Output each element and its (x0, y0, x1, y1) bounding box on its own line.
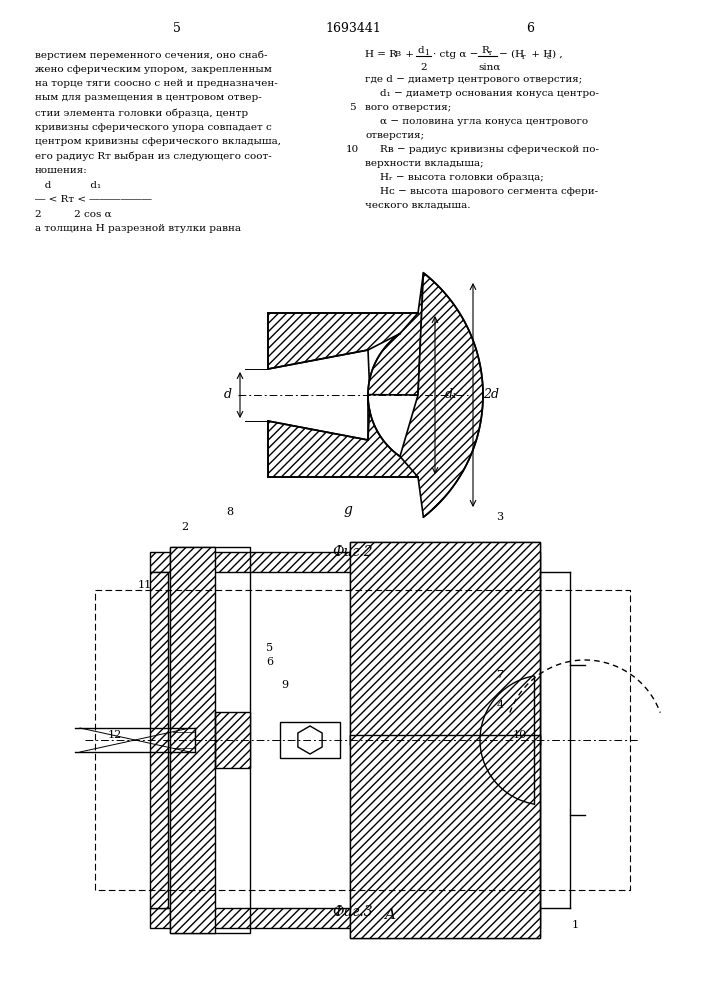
Polygon shape (170, 547, 250, 933)
Text: α − половина угла конуса центрового: α − половина угла конуса центрового (380, 117, 588, 126)
Text: + H: + H (528, 50, 552, 59)
Text: +: + (402, 50, 417, 59)
Text: т: т (488, 49, 492, 57)
Text: ческого вкладыша.: ческого вкладыша. (365, 201, 470, 210)
Bar (173, 720, 195, 760)
Text: R: R (481, 46, 489, 55)
Text: ным для размещения в центровом отвер-: ным для размещения в центровом отвер- (35, 94, 262, 103)
Text: ― < Rт < ――――――: ― < Rт < ―――――― (35, 195, 151, 204)
Text: 10: 10 (346, 145, 358, 154)
Text: r: r (522, 53, 525, 61)
Text: верхности вкладыша;: верхности вкладыша; (365, 159, 484, 168)
Polygon shape (268, 273, 423, 395)
Text: 5: 5 (173, 22, 181, 35)
Text: Hᴄ − высота шарового сегмента сфери-: Hᴄ − высота шарового сегмента сфери- (380, 187, 598, 196)
Polygon shape (268, 273, 483, 517)
Text: d₁ − диаметр основания конуса центро-: d₁ − диаметр основания конуса центро- (380, 89, 599, 98)
Text: Фиг.3: Фиг.3 (333, 905, 373, 919)
Bar (350, 735, 540, 938)
Text: 1: 1 (424, 49, 429, 57)
Polygon shape (150, 552, 540, 572)
Text: 12: 12 (108, 730, 122, 740)
Text: верстием переменного сечения, оно снаб-: верстием переменного сечения, оно снаб- (35, 50, 267, 60)
Text: Фиг.2: Фиг.2 (333, 545, 373, 559)
Text: 5: 5 (267, 643, 274, 653)
Bar (280, 722, 340, 758)
Text: d₁: d₁ (445, 388, 458, 401)
Text: 11: 11 (138, 580, 152, 590)
Text: 9: 9 (281, 680, 288, 690)
Text: 2: 2 (182, 522, 189, 532)
Text: c: c (547, 53, 551, 61)
Text: 4: 4 (496, 700, 503, 710)
Text: d: d (224, 388, 232, 401)
Text: 2: 2 (420, 63, 426, 72)
Text: ношения:: ношения: (35, 166, 88, 175)
Text: 1: 1 (571, 920, 578, 930)
Text: а толщина Н разрезной втулки равна: а толщина Н разрезной втулки равна (35, 224, 241, 233)
Polygon shape (350, 542, 540, 745)
Text: ) ,: ) , (552, 50, 563, 59)
Text: Rв − радиус кривизны сферической по-: Rв − радиус кривизны сферической по- (380, 145, 599, 154)
Polygon shape (350, 735, 540, 938)
Text: стии элемента головки образца, центр: стии элемента головки образца, центр (35, 108, 248, 117)
Text: его радиус Rт выбран из следующего соот-: его радиус Rт выбран из следующего соот- (35, 151, 271, 161)
Text: 6: 6 (526, 22, 534, 35)
Text: d: d (417, 46, 423, 55)
Text: 6: 6 (267, 657, 274, 667)
Text: d            d₁: d d₁ (35, 180, 101, 190)
Text: 5: 5 (349, 103, 356, 112)
Text: кривизны сферического упора совпадает с: кривизны сферического упора совпадает с (35, 122, 271, 131)
Text: 8: 8 (226, 507, 233, 517)
Text: 10: 10 (513, 730, 527, 740)
Polygon shape (150, 572, 168, 908)
Polygon shape (150, 908, 540, 928)
Text: H = R: H = R (365, 50, 397, 59)
Bar (170, 547, 250, 933)
Text: 1693441: 1693441 (325, 22, 381, 35)
Text: · ctg α −: · ctg α − (433, 50, 479, 59)
Text: вого отверстия;: вого отверстия; (365, 103, 451, 112)
Text: жено сферическим упором, закрепленным: жено сферическим упором, закрепленным (35, 64, 272, 74)
Text: отверстия;: отверстия; (365, 131, 424, 140)
Text: sinα: sinα (478, 63, 501, 72)
Text: 3: 3 (496, 512, 503, 522)
Text: Hᵣ − высота головки образца;: Hᵣ − высота головки образца; (380, 173, 544, 182)
Text: где d − диаметр центрового отверстия;: где d − диаметр центрового отверстия; (365, 75, 583, 84)
Text: − (H: − (H (499, 50, 524, 59)
Text: 7: 7 (496, 670, 503, 680)
Text: на торце тяги соосно с ней и предназначен-: на торце тяги соосно с ней и предназначе… (35, 79, 278, 88)
Text: 2          2 cos α: 2 2 cos α (35, 210, 112, 219)
Text: A: A (385, 908, 395, 922)
Bar (350, 542, 540, 745)
Text: g: g (344, 503, 352, 517)
Text: центром кривизны сферического вкладыша,: центром кривизны сферического вкладыша, (35, 137, 281, 146)
Text: B: B (395, 50, 401, 58)
Text: 2d: 2d (483, 388, 499, 401)
